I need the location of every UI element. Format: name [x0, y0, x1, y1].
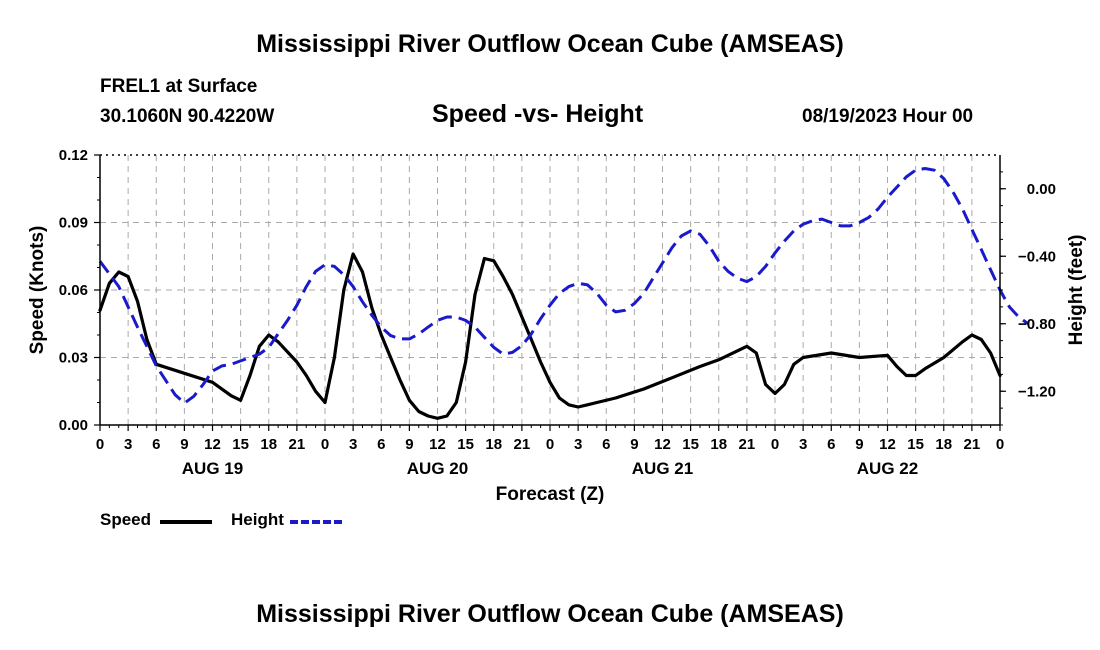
- x-tick-label: 18: [260, 436, 277, 453]
- x-tick-label: 0: [996, 436, 1004, 453]
- x-tick-label: 15: [682, 436, 699, 453]
- y-axis-title-left: Speed (Knots): [27, 226, 48, 355]
- x-tick-label: 12: [204, 436, 221, 453]
- x-tick-label: 18: [935, 436, 952, 453]
- x-tick-label: 12: [879, 436, 896, 453]
- x-tick-label: 6: [377, 436, 385, 453]
- x-tick-label: 12: [654, 436, 671, 453]
- y-tick-label-right: −1.20: [1018, 383, 1056, 400]
- x-tick-label: 9: [630, 436, 638, 453]
- day-label: AUG 22: [857, 459, 918, 478]
- x-tick-label: 3: [124, 436, 132, 453]
- station-coords: 30.1060N 90.4220W: [100, 106, 275, 127]
- day-label: AUG 19: [182, 459, 243, 478]
- x-tick-label: 6: [827, 436, 835, 453]
- y-tick-label-right: 0.00: [1027, 181, 1056, 198]
- day-label: AUG 21: [632, 459, 693, 478]
- day-label: AUG 20: [407, 459, 468, 478]
- footer-title: Mississippi River Outflow Ocean Cube (AM…: [256, 600, 844, 628]
- series-speed-line: [98, 252, 1002, 420]
- x-axis-title: Forecast (Z): [496, 484, 605, 505]
- legend-height-swatch: [290, 520, 342, 524]
- forecast-datetime: 08/19/2023 Hour 00: [802, 106, 974, 127]
- x-tick-label: 0: [546, 436, 554, 453]
- axes: [94, 154, 1006, 431]
- x-tick-label: 21: [514, 436, 531, 453]
- speed-height-chart: 0 3 6 9 12 15 18 21 0 3 6 9 12 15 18 21 0 3 6 9 12 15 18 21 0 3 6 9…: [27, 147, 1087, 505]
- x-tick-label: 18: [710, 436, 727, 453]
- x-tick-label: 0: [96, 436, 104, 453]
- x-tick-label: 0: [771, 436, 779, 453]
- y-axis-title-right: Height (feet): [1066, 235, 1087, 346]
- axis-labels: 0 3 6 9 12 15 18 21 0 3 6 9 12 15 18 21 0 3 6 9 12 15 18 21 0 3 6 9…: [27, 147, 1087, 505]
- x-tick-label: 21: [964, 436, 981, 453]
- y-tick-label-left: 0.03: [59, 350, 88, 367]
- x-tick-label: 21: [739, 436, 756, 453]
- x-tick-label: 6: [602, 436, 610, 453]
- x-tick-label: 18: [485, 436, 502, 453]
- x-tick-label: 9: [855, 436, 863, 453]
- legend-speed-label: Speed: [100, 510, 152, 529]
- y-tick-label-left: 0.12: [59, 147, 88, 164]
- x-tick-label: 9: [405, 436, 413, 453]
- grid: [100, 155, 1000, 425]
- x-tick-label: 3: [799, 436, 807, 453]
- x-tick-label: 0: [321, 436, 329, 453]
- x-tick-label: 3: [574, 436, 582, 453]
- y-tick-label-left: 0.09: [59, 215, 88, 232]
- page-title: Mississippi River Outflow Ocean Cube (AM…: [256, 30, 844, 58]
- y-tick-label-left: 0.06: [59, 282, 88, 299]
- series-height-line: [98, 167, 1029, 405]
- series-layer: [98, 167, 1029, 420]
- x-tick-label: 15: [907, 436, 924, 453]
- station-label: FREL1 at Surface: [100, 76, 258, 97]
- x-tick-label: 15: [457, 436, 474, 453]
- y-tick-label-right: −0.80: [1018, 316, 1056, 333]
- x-tick-label: 21: [289, 436, 306, 453]
- x-tick-label: 6: [152, 436, 160, 453]
- legend-height-label: Height: [231, 510, 284, 529]
- y-tick-label-left: 0.00: [59, 417, 88, 434]
- y-tick-label-right: −0.40: [1018, 248, 1056, 265]
- chart-title: Speed -vs- Height: [432, 100, 644, 128]
- x-tick-label: 15: [232, 436, 249, 453]
- x-tick-label: 9: [180, 436, 188, 453]
- legend-speed-swatch: [160, 520, 212, 524]
- x-tick-label: 3: [349, 436, 357, 453]
- x-tick-label: 12: [429, 436, 446, 453]
